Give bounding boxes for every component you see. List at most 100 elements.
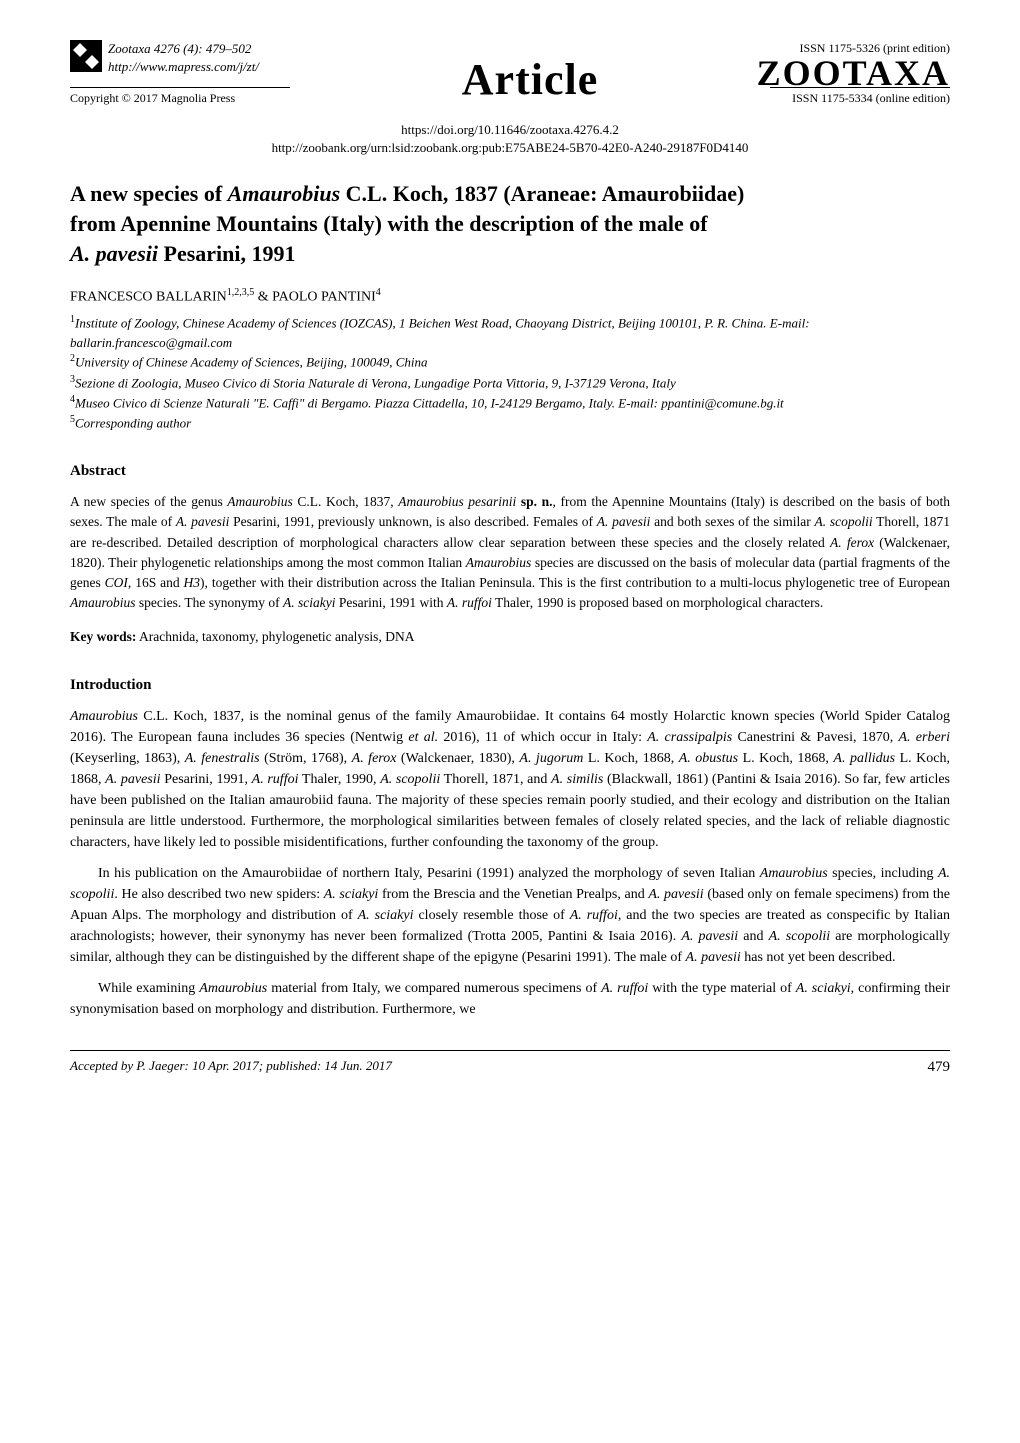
intro-taxon: Amaurobius (199, 981, 267, 996)
intro-paragraph: Amaurobius C.L. Koch, 1837, is the nomin… (70, 706, 950, 853)
intro-taxon: A. obustus (679, 751, 738, 766)
title-species: A. pavesii (70, 241, 158, 266)
intro-etal: et al. (408, 730, 438, 745)
intro-seg: (Keyserling, 1863), (70, 751, 185, 766)
intro-seg: . He also described two new spiders: (114, 887, 323, 902)
abstract-seg: A new species of the genus (70, 494, 227, 509)
intro-taxon: A. ferox (352, 751, 397, 766)
copyright-text: Copyright © 2017 Magnolia Press (70, 87, 290, 107)
page-number: 479 (928, 1057, 951, 1078)
affiliation: 5Corresponding author (70, 413, 950, 433)
intro-seg: L. Koch, 1868, (583, 751, 678, 766)
intro-taxon: A. sciakyi (324, 887, 379, 902)
affiliation-text: Corresponding author (75, 415, 191, 430)
intro-seg: has not yet been described. (741, 950, 896, 965)
intro-taxon: A. pavesii (105, 772, 160, 787)
author-affil-sup: 1,2,3,5 (227, 287, 255, 298)
abstract-gene: COI (105, 575, 128, 590)
authors-line: FRANCESCO BALLARIN1,2,3,5 & PAOLO PANTIN… (70, 286, 950, 307)
paper-title: A new species of Amaurobius C.L. Koch, 1… (70, 179, 950, 268)
affiliation-text: Institute of Zoology, Chinese Academy of… (70, 316, 810, 350)
intro-taxon: A. fenestralis (185, 751, 260, 766)
title-seg: C.L. Koch, 1837 (Araneae: Amaurobiidae) (340, 181, 744, 206)
abstract-seg: Pesarini, 1991 with (335, 595, 446, 610)
abstract-seg: ), together with their distribution acro… (200, 575, 950, 590)
intro-taxon: A. erberi (898, 730, 950, 745)
copyright-row: Copyright © 2017 Magnolia Press Article … (70, 87, 950, 111)
abstract-taxon: A. ruffoi (447, 595, 492, 610)
intro-taxon: A. ruffoi (252, 772, 299, 787)
author-name: FRANCESCO BALLARIN (70, 290, 227, 305)
introduction-heading: Introduction (70, 675, 950, 696)
abstract-seg: species. The synonymy of (136, 595, 283, 610)
intro-seg: and (738, 929, 768, 944)
intro-taxon: Amaurobius (70, 709, 138, 724)
abstract-taxon: A. ferox (830, 535, 874, 550)
keywords-line: Key words: Arachnida, taxonomy, phylogen… (70, 628, 950, 647)
intro-seg: In his publication on the Amaurobiidae o… (98, 866, 760, 881)
abstract-gene: H3 (184, 575, 201, 590)
keywords-label: Key words: (70, 629, 136, 644)
author-name: & PAOLO PANTINI (254, 290, 375, 305)
intro-seg: closely resemble those of (414, 908, 570, 923)
intro-seg: Thorell, 1871, and (440, 772, 551, 787)
intro-taxon: A. sciakyi (358, 908, 414, 923)
journal-logo-icon (70, 40, 102, 72)
intro-paragraph: While examining Amaurobius material from… (70, 978, 950, 1020)
page-footer: Accepted by P. Jaeger: 10 Apr. 2017; pub… (70, 1051, 950, 1078)
abstract-seg: , 16S and (128, 575, 184, 590)
intro-seg: L. Koch, 1868, (738, 751, 833, 766)
article-label: Article (462, 49, 598, 111)
journal-url: http://www.mapress.com/j/zt/ (108, 58, 259, 76)
journal-info: Zootaxa 4276 (4): 479–502 http://www.map… (108, 40, 259, 75)
intro-seg: from the Brescia and the Venetian Prealp… (378, 887, 648, 902)
affiliation: 3Sezione di Zoologia, Museo Civico di St… (70, 373, 950, 393)
title-line2: from Apennine Mountains (Italy) with the… (70, 211, 708, 236)
intro-taxon: A. crassipalpis (647, 730, 732, 745)
intro-taxon: A. similis (551, 772, 603, 787)
affiliation: 2University of Chinese Academy of Scienc… (70, 352, 950, 372)
abstract-taxon: Amaurobius pesarinii (398, 494, 516, 509)
header-left: Zootaxa 4276 (4): 479–502 http://www.map… (70, 40, 259, 75)
intro-seg: (Ström, 1768), (260, 751, 352, 766)
intro-taxon: A. pavesii (648, 887, 703, 902)
affiliation: 1Institute of Zoology, Chinese Academy o… (70, 313, 950, 352)
abstract-spnov: sp. n. (521, 494, 553, 509)
intro-taxon: A. pallidus (833, 751, 895, 766)
intro-taxon: A. pavesii (681, 929, 738, 944)
abstract-taxon: Amaurobius (70, 595, 136, 610)
affiliation-text: University of Chinese Academy of Science… (75, 355, 428, 370)
intro-seg: Canestrini & Pavesi, 1870, (732, 730, 898, 745)
keywords-text: Arachnida, taxonomy, phylogenetic analys… (136, 629, 414, 644)
accepted-date: Accepted by P. Jaeger: 10 Apr. 2017; pub… (70, 1057, 392, 1078)
intro-taxon: Amaurobius (760, 866, 828, 881)
header-right: ISSN 1175-5326 (print edition) ZOOTAXA (757, 40, 950, 89)
abstract-taxon: Amaurobius (466, 555, 532, 570)
intro-seg: species, including (828, 866, 938, 881)
abstract-seg: Pesarini, 1991, previously unknown, is a… (229, 514, 596, 529)
doi-link: https://doi.org/10.11646/zootaxa.4276.4.… (70, 121, 950, 139)
intro-seg: (Walckenaer, 1830), (396, 751, 519, 766)
journal-citation: Zootaxa 4276 (4): 479–502 (108, 40, 259, 58)
intro-seg: While examining (98, 981, 199, 996)
affiliations: 1Institute of Zoology, Chinese Academy o… (70, 313, 950, 433)
intro-taxon: A. jugorum (519, 751, 583, 766)
intro-seg: 2016), 11 of which occur in Italy: (438, 730, 647, 745)
intro-seg: material from Italy, we compared numerou… (267, 981, 601, 996)
intro-seg: Pesarini, 1991, (161, 772, 252, 787)
intro-seg: with the type material of (648, 981, 796, 996)
abstract-seg: Thaler, 1990 is proposed based on morpho… (492, 595, 823, 610)
abstract-taxon: A. pavesii (176, 514, 230, 529)
abstract-heading: Abstract (70, 461, 950, 482)
intro-taxon: A. ruffoi (601, 981, 648, 996)
abstract-taxon: A. scopolii (815, 514, 873, 529)
intro-taxon: A. ruffoi (570, 908, 618, 923)
title-seg: A new species of (70, 181, 228, 206)
intro-seg: Thaler, 1990, (298, 772, 380, 787)
title-seg: Pesarini, 1991 (158, 241, 296, 266)
title-genus: Amaurobius (228, 181, 341, 206)
abstract-taxon: Amaurobius (227, 494, 293, 509)
issn-online: ISSN 1175-5334 (online edition) (770, 87, 950, 107)
doi-block: https://doi.org/10.11646/zootaxa.4276.4.… (70, 121, 950, 157)
intro-paragraph: In his publication on the Amaurobiidae o… (70, 863, 950, 968)
